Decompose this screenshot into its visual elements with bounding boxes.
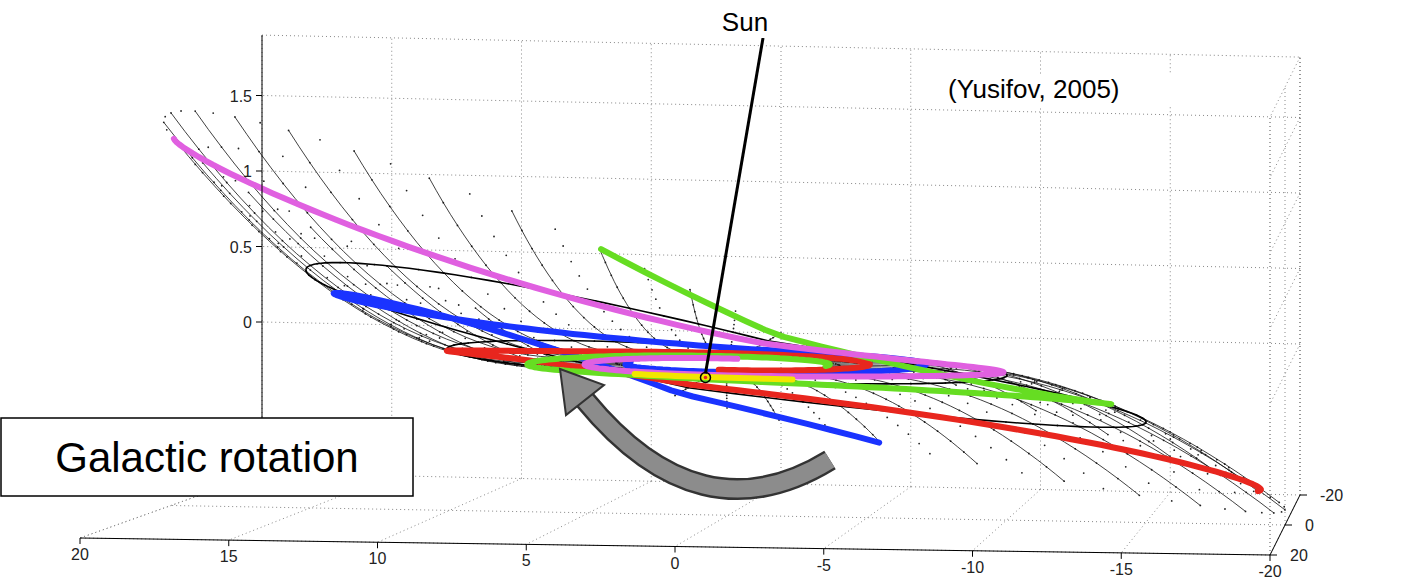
svg-text:0: 0 — [243, 314, 252, 331]
svg-text:-20: -20 — [1320, 487, 1343, 504]
svg-text:-15: -15 — [1110, 561, 1133, 578]
svg-text:0: 0 — [671, 555, 680, 572]
svg-text:(Yusifov, 2005): (Yusifov, 2005) — [948, 74, 1120, 104]
svg-text:-5: -5 — [817, 557, 831, 574]
svg-text:10: 10 — [369, 550, 387, 567]
svg-text:15: 15 — [220, 548, 238, 565]
svg-text:0: 0 — [1305, 517, 1314, 534]
svg-text:Sun: Sun — [722, 7, 768, 37]
svg-text:0.5: 0.5 — [230, 239, 252, 256]
svg-text:20: 20 — [1290, 547, 1308, 564]
svg-text:1.5: 1.5 — [230, 88, 252, 105]
svg-text:Galactic rotation: Galactic rotation — [55, 434, 358, 481]
svg-text:-20: -20 — [1258, 563, 1281, 580]
svg-text:1: 1 — [243, 163, 252, 180]
svg-text:20: 20 — [71, 546, 89, 563]
svg-text:5: 5 — [522, 552, 531, 569]
svg-text:-10: -10 — [961, 559, 984, 576]
